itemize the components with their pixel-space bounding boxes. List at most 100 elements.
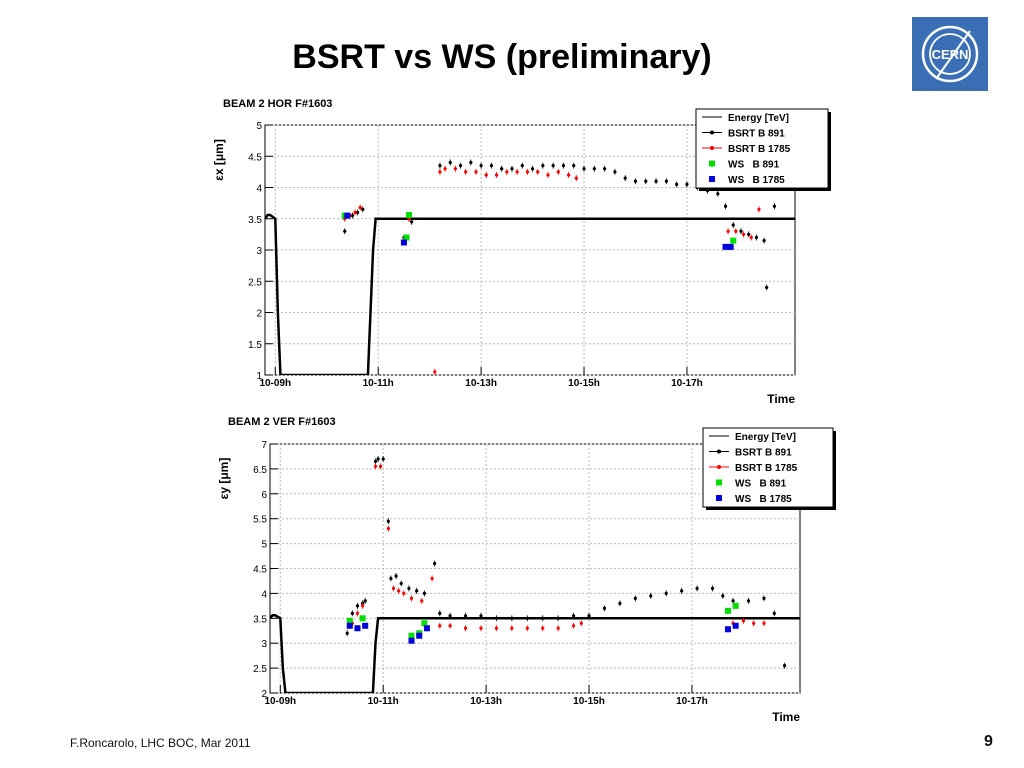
legend-swatch-marker (717, 449, 721, 454)
bsrt-point (479, 164, 483, 168)
y-tick-label: 5 (261, 540, 267, 551)
bsrt-point (536, 170, 540, 174)
y-tick-label: 7 (261, 440, 267, 451)
bsrt-point (438, 611, 442, 615)
bsrt-point (448, 624, 452, 628)
bsrt-point (474, 170, 478, 174)
bsrt-point (484, 173, 488, 177)
legend-swatch-square (709, 176, 715, 182)
cern-logo-icon: CERN (921, 25, 979, 83)
ws-point (730, 237, 737, 244)
ws-point (727, 243, 734, 250)
bsrt-point (391, 586, 396, 591)
bsrt-point (489, 164, 494, 168)
bsrt-point (675, 182, 679, 186)
bsrt-point (410, 220, 414, 224)
bsrt-point (579, 621, 583, 625)
legend-entry-label: BSRT B 1785 (735, 463, 798, 474)
bsrt-point (644, 179, 648, 183)
bsrt-point (463, 626, 468, 630)
bsrt-point (741, 619, 745, 623)
y-tick-label: 3.5 (248, 215, 262, 226)
y-tick-label: 4.5 (253, 565, 267, 576)
bsrt-point (749, 235, 753, 240)
ws-point (722, 243, 729, 250)
legend-entry-label: Energy [TeV] (735, 432, 796, 443)
bsrt-point (649, 594, 653, 598)
ws-point (346, 622, 353, 629)
x-tick-label: 10-13h (465, 378, 497, 389)
bsrt-point (438, 170, 442, 174)
bsrt-point (772, 611, 776, 615)
y-tick-label: 3 (256, 246, 262, 257)
bsrt-point (762, 596, 766, 600)
bsrt-point (399, 581, 403, 586)
bsrt-point (765, 285, 769, 290)
bsrt-point (494, 616, 499, 620)
chart-beam2-hor: BEAM 2 HOR F#1603 1 1.5 2 2.5 3 3.5 4 4.5 5 10-09h… (212, 98, 831, 406)
bsrt-point (556, 170, 560, 174)
x-axis-label: Time (772, 710, 800, 724)
bsrt-point (343, 229, 347, 233)
bsrt-point (561, 164, 566, 168)
bsrt-point (685, 182, 689, 186)
bsrt-point (515, 170, 519, 174)
bsrt-point (530, 167, 535, 171)
ws-point (732, 622, 739, 629)
ws-point (423, 625, 430, 632)
legend-entry-label: WS B 1785 (728, 175, 785, 186)
legend-entry-label: Energy [TeV] (728, 113, 789, 124)
chart-beam2-ver: BEAM 2 VER F#1603 2 2.5 3 3.5 4 4.5 5 5.5 6 6.5 7 10… (217, 416, 836, 724)
bsrt-point (409, 596, 414, 600)
bsrt-point (397, 589, 401, 593)
bsrt-point (741, 232, 746, 236)
legend-entry-label: BSRT B 891 (735, 448, 792, 459)
bsrt-point (373, 459, 378, 464)
x-tick-label: 10-11h (363, 378, 394, 389)
bsrt-point (739, 229, 743, 233)
bsrt-point (623, 176, 627, 180)
ws-point (400, 239, 407, 246)
bsrt-point (438, 624, 442, 628)
bsrt-point (571, 614, 576, 618)
y-tick-label: 4 (256, 184, 262, 195)
bsrt-point (458, 164, 463, 168)
bsrt-point (469, 160, 473, 165)
y-tick-label: 2.5 (248, 277, 262, 288)
ws-point (354, 625, 361, 632)
bsrt-point (541, 616, 545, 620)
y-tick-label: 2 (261, 689, 267, 700)
bsrt-point (494, 626, 499, 630)
bsrt-point (420, 599, 424, 603)
y-axis-label: εy [μm] (217, 458, 231, 500)
bsrt-point (386, 527, 390, 531)
bsrt-point (664, 179, 668, 183)
bsrt-point (731, 599, 735, 603)
bsrt-point (546, 173, 550, 177)
bsrt-point (438, 164, 442, 168)
legend-entry-label: WS B 891 (735, 479, 787, 490)
bsrt-point (448, 160, 452, 165)
bsrt-point (386, 519, 390, 523)
ws-point (359, 615, 366, 622)
bsrt-point (464, 170, 468, 174)
bsrt-point (422, 591, 426, 596)
bsrt-point (510, 167, 514, 171)
y-tick-label: 5.5 (253, 515, 267, 526)
cern-logo: CERN (912, 17, 988, 91)
bsrt-point (782, 664, 787, 668)
ws-point (416, 632, 423, 639)
x-tick-label: 10-09h (264, 696, 296, 707)
y-tick-label: 4.5 (248, 152, 262, 163)
ws-point (724, 626, 731, 633)
bsrt-point (734, 229, 738, 233)
energy-series-line (270, 614, 800, 693)
ws-point (344, 212, 351, 219)
bsrt-point (379, 464, 383, 469)
legend-swatch-marker (710, 130, 714, 135)
bsrt-point (566, 173, 571, 177)
legend-swatch-square (716, 479, 722, 486)
bsrt-point (556, 626, 560, 630)
bsrt-point (571, 624, 576, 628)
